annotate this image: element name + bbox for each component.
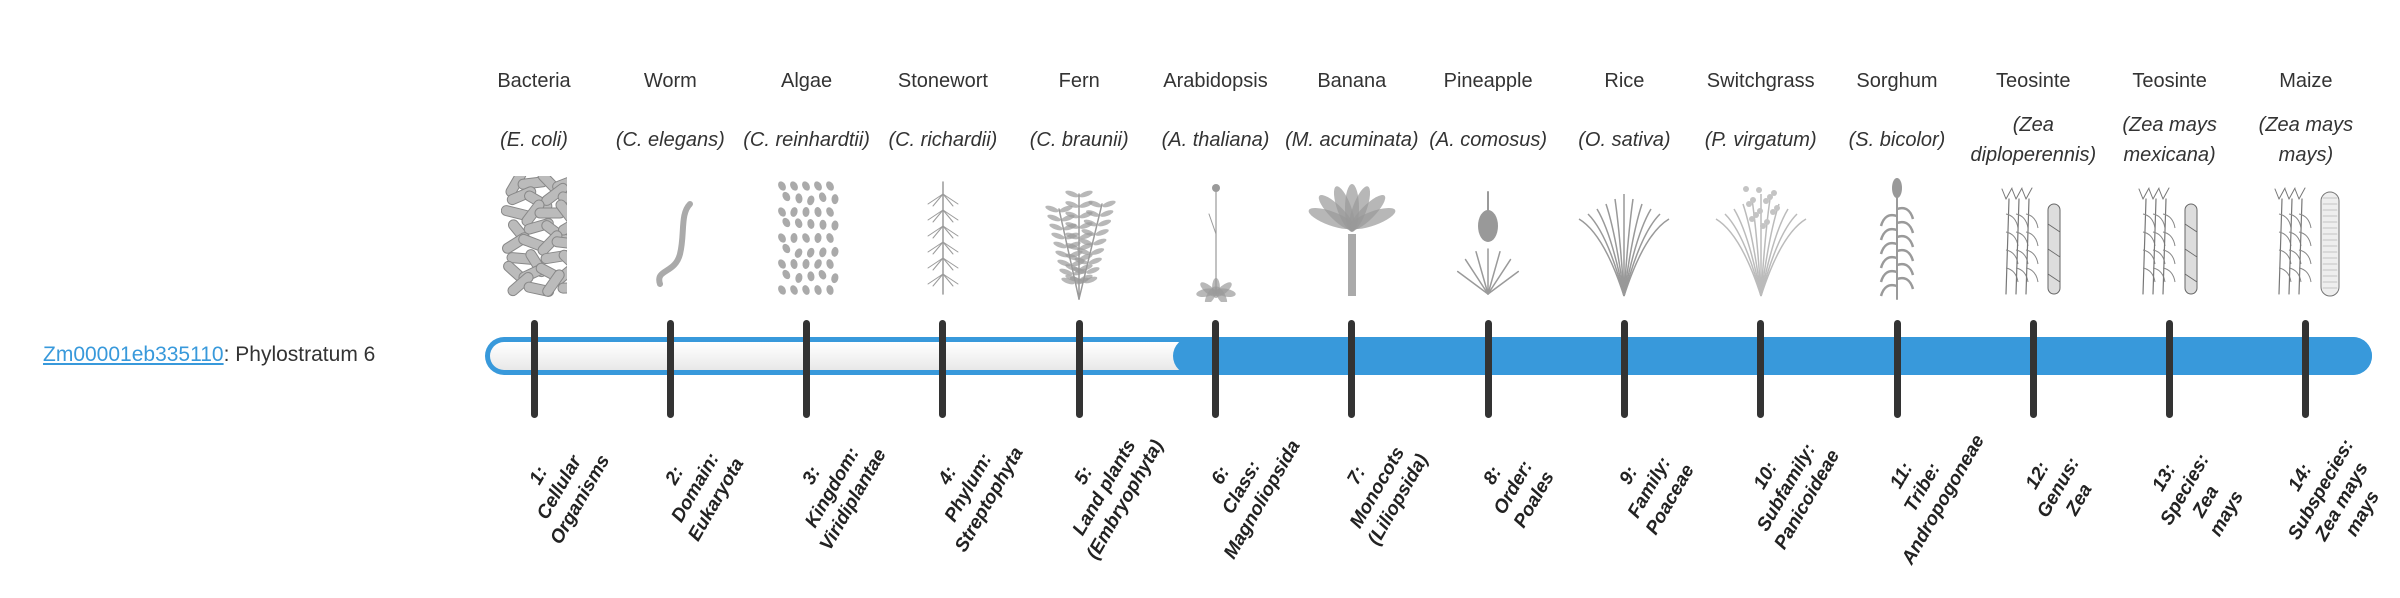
teosinte-icon [1978, 174, 2088, 302]
pineapple-icon [1433, 174, 1543, 302]
stratum-label: 12: Genus: Zea [1983, 392, 2135, 584]
scientific-name-text: (S. bicolor) [1848, 129, 1946, 151]
phylostratum-bar [485, 337, 2372, 375]
bar-empty-segment [490, 342, 1188, 370]
stratum-label: 4: Phylum: Streptophyta [893, 392, 1045, 584]
scientific-name-text: (C. elegans) [615, 129, 725, 151]
organism-scientific-name: (C. richardii) [875, 108, 1011, 172]
scientific-name-text: (A. comosus) [1429, 129, 1547, 151]
organism-common-name: Teosinte [2132, 70, 2207, 92]
organism-scientific-name: (Zea mays mays) [2238, 108, 2374, 172]
stratum-label: 11: Tribe: Andropogoneae [1847, 392, 1999, 584]
fern-icon [1024, 174, 1134, 302]
stratum-tick-7 [1348, 320, 1356, 418]
stratum-label: 1: Cellular Organisms [484, 392, 636, 584]
stratum-label: 14: Subspecies: Zea mays mays [2245, 394, 2400, 598]
gene-id-link[interactable]: Zm00001eb335110 [43, 343, 224, 366]
gene-phylostratum-label: Zm00001eb335110: Phylostratum 6 [43, 341, 375, 369]
organism-common-name: Teosinte [1996, 70, 2071, 92]
maize-icon [2251, 174, 2361, 302]
teosinte-icon [2115, 174, 2225, 302]
organism-common-name: Bacteria [497, 70, 571, 92]
stratum-label: 5: Land plants (Embryophyta) [1029, 392, 1181, 584]
stratum-label: 10: Subfamily: Panicoideae [1711, 392, 1863, 584]
organism-scientific-name: (S. bicolor) [1829, 108, 1965, 172]
stratum-tick-2 [666, 320, 674, 418]
organism-common-name: Sorghum [1856, 70, 1938, 92]
stratum-tick-10 [1757, 320, 1765, 418]
stratum-tick-5 [1075, 320, 1083, 418]
banana-icon [1297, 174, 1407, 302]
stratum-tick-12 [2029, 320, 2037, 418]
organism-scientific-name: (C. reinhardtii) [739, 108, 875, 172]
arabidopsis-icon [1161, 174, 1271, 305]
organism-scientific-name: (O. sativa) [1556, 108, 1692, 172]
scientific-name-text: (E. coli) [500, 129, 568, 151]
stratum-label: 8: Order: Poales [1438, 392, 1590, 584]
organism-scientific-name: (A. thaliana) [1148, 108, 1284, 172]
organism-common-name: Switchgrass [1706, 70, 1815, 92]
scientific-name-text: (M. acuminata) [1285, 129, 1419, 151]
organism-common-name: Worm [643, 70, 697, 92]
organism-common-name: Pineapple [1443, 70, 1533, 92]
scientific-name-text: (Zea mays mays) [2258, 114, 2354, 166]
phylostratum-text: : Phylostratum 6 [223, 343, 376, 366]
stratum-label: 9: Family: Poaceae [1574, 392, 1726, 584]
stratum-label: 7: Monocots (Liliopsida) [1302, 392, 1454, 584]
organism-common-name: Stonewort [897, 70, 988, 92]
organism-scientific-name: (C. elegans) [602, 108, 738, 172]
algae-icon [752, 174, 862, 302]
stratum-tick-11 [1893, 320, 1901, 418]
organism-scientific-name: (E. coli) [466, 108, 602, 172]
stratum-label: 3: Kingdom: Viridiplantae [756, 392, 908, 584]
organism-common-name: Maize [2279, 70, 2333, 92]
organism-common-name: Banana [1317, 70, 1387, 92]
stratum-tick-9 [1620, 320, 1628, 418]
scientific-name-text: (C. braunii) [1029, 129, 1129, 151]
scientific-name-text: (C. reinhardtii) [743, 129, 870, 151]
organism-scientific-name: (Zea mays mexicana) [2102, 108, 2238, 172]
scientific-name-text: (Zea mays mexicana) [2122, 114, 2217, 166]
stratum-label: 6: Class: Magnoliopsida [1165, 392, 1317, 584]
worm-icon [615, 174, 725, 302]
organism-scientific-name: (M. acuminata) [1284, 108, 1420, 172]
scientific-name-text: (A. thaliana) [1161, 129, 1270, 151]
organism-scientific-name: (P. virgatum) [1693, 108, 1829, 172]
switchgrass-icon [1706, 174, 1816, 302]
organism-common-name: Algae [781, 70, 833, 92]
stratum-tick-4 [939, 320, 947, 418]
stratum-tick-1 [530, 320, 538, 418]
scientific-name-text: (O. sativa) [1578, 129, 1671, 151]
stratum-tick-6 [1212, 320, 1219, 418]
bacteria-icon [479, 174, 589, 302]
scientific-name-text: (P. virgatum) [1704, 129, 1817, 151]
stratum-tick-14 [2302, 320, 2310, 418]
organism-scientific-name: (C. braunii) [1011, 108, 1147, 172]
organism-scientific-name: (Zea diploperennis) [1965, 108, 2101, 172]
organism-common-name: Rice [1604, 70, 1645, 92]
stratum-label: 13: Species: Zea mays [2109, 394, 2282, 598]
scientific-name-text: (C. richardii) [888, 129, 998, 151]
rice-icon [1569, 174, 1679, 302]
organism-common-name: Fern [1058, 70, 1100, 92]
stratum-tick-8 [1484, 320, 1492, 418]
stonewort-icon [888, 174, 998, 302]
stratum-tick-13 [2166, 320, 2174, 418]
stratum-tick-3 [803, 320, 811, 418]
sorghum-icon [1842, 174, 1952, 302]
stratum-label: 2: Domain: Eukaryota [620, 392, 772, 584]
scientific-name-text: (Zea diploperennis) [1970, 114, 2097, 166]
organism-scientific-name: (A. comosus) [1420, 108, 1556, 172]
organism-common-name: Arabidopsis [1163, 70, 1268, 92]
